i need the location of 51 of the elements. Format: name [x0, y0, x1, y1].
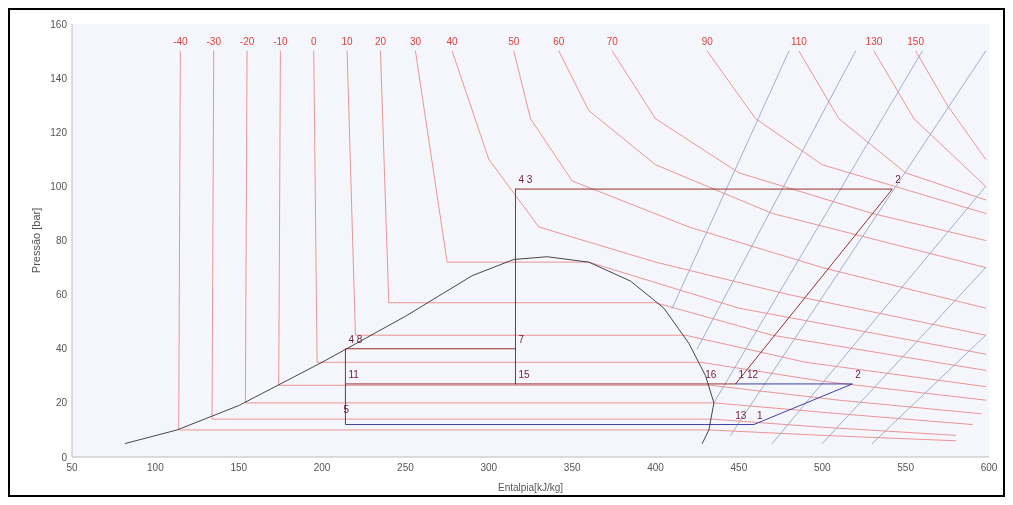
x-tick-label: 200 — [313, 462, 331, 473]
x-tick-label: 50 — [66, 462, 78, 473]
annotation: 5 — [343, 404, 350, 416]
y-tick-label: 20 — [55, 397, 68, 409]
annotation: 13 — [735, 409, 747, 421]
y-tick-label: 140 — [50, 72, 68, 84]
y-tick-label: 80 — [55, 235, 68, 246]
y-tick-label: 0 — [61, 451, 68, 463]
y-tick-label: 40 — [55, 343, 68, 355]
series-label: 30 — [409, 36, 422, 48]
series-label: 90 — [701, 36, 714, 48]
series-label: 10 — [341, 36, 354, 48]
series-label: 60 — [553, 36, 565, 48]
series-label: 150 — [907, 36, 925, 48]
series-label: 40 — [446, 36, 459, 48]
y-axis-title: Pressão [bar] — [30, 207, 42, 274]
series-label: 50 — [508, 36, 520, 48]
x-tick-label: 600 — [980, 462, 998, 473]
series-label: -40 — [173, 36, 189, 48]
annotation: 2 — [895, 174, 902, 186]
x-tick-label: 500 — [813, 462, 832, 473]
x-tick-label: 300 — [480, 462, 498, 473]
series-label: -20 — [239, 36, 255, 48]
annotation: 1 — [756, 409, 763, 421]
x-tick-label: 400 — [647, 462, 665, 473]
x-tick-label: 100 — [147, 462, 165, 473]
x-tick-label: 450 — [730, 462, 748, 473]
annotation: 7 — [518, 333, 525, 345]
annotation: 2 — [855, 368, 862, 380]
annotation: 4 8 — [348, 333, 363, 345]
series-label: 70 — [606, 36, 619, 48]
series-label: 20 — [374, 36, 387, 48]
annotation: 16 — [705, 368, 717, 380]
annotation: 4 3 — [518, 174, 533, 186]
y-tick-label: 120 — [50, 126, 68, 138]
y-tick-label: 100 — [50, 180, 68, 192]
series-label: 0 — [310, 36, 317, 48]
series-label: 110 — [790, 36, 808, 48]
x-tick-label: 250 — [397, 462, 415, 473]
annotation: 15 — [518, 368, 531, 380]
y-tick-label: 60 — [55, 289, 68, 301]
annotation: 11 — [348, 368, 360, 380]
series-label: -10 — [273, 36, 289, 48]
y-tick-label: 160 — [50, 18, 68, 30]
series-label: -30 — [206, 36, 222, 48]
x-tick-label: 350 — [563, 462, 581, 473]
x-axis-title: Entalpia[kJ/kg] — [497, 482, 564, 493]
x-tick-label: 550 — [897, 462, 915, 473]
series-label: 130 — [865, 36, 883, 48]
annotation: 1 12 — [738, 368, 759, 380]
x-tick-label: 150 — [230, 462, 248, 473]
